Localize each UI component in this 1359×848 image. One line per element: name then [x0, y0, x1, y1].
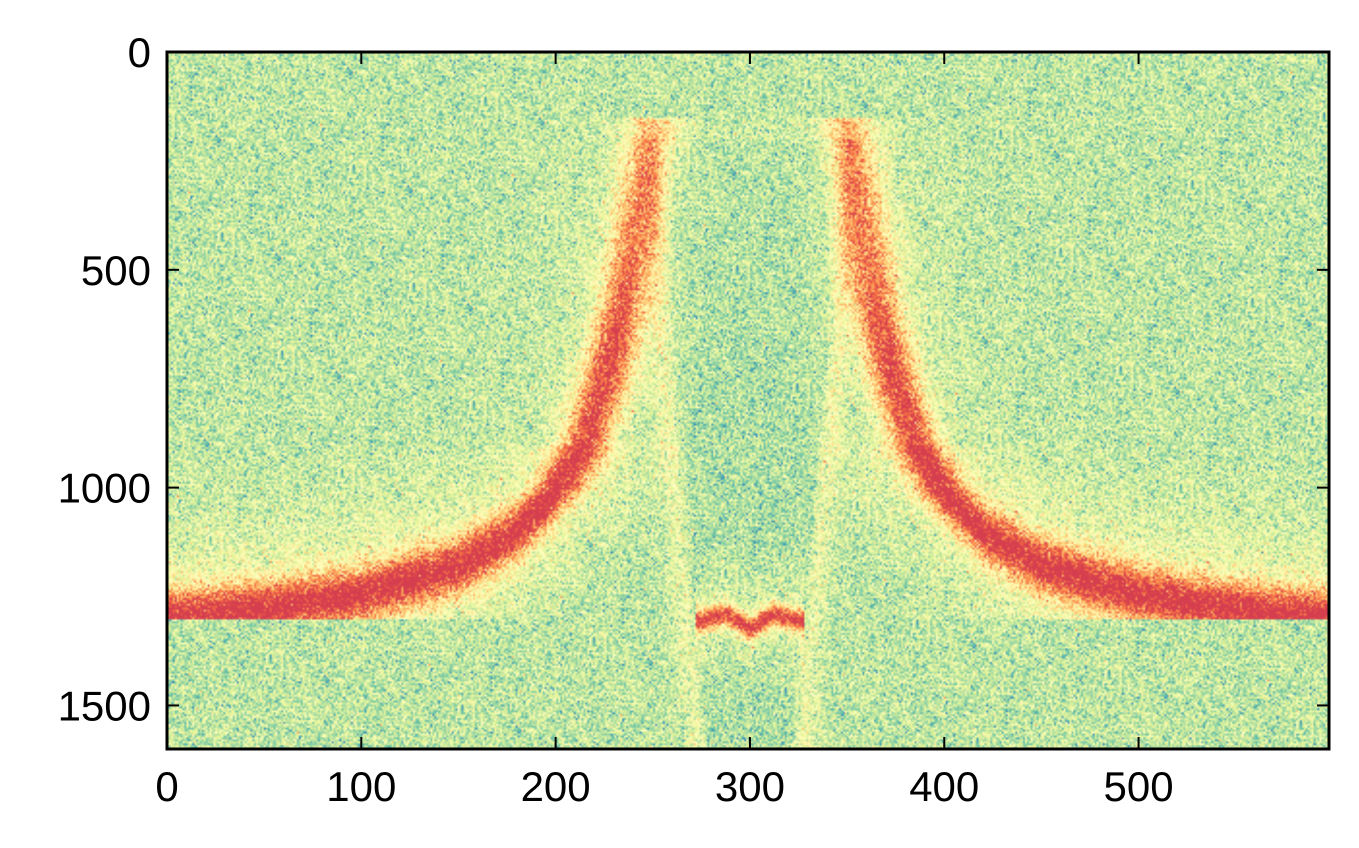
y-tick-label: 0	[128, 29, 151, 76]
heatmap-image	[167, 52, 1329, 749]
x-tick-label: 100	[326, 763, 396, 810]
heatmap-plot-area	[167, 52, 1329, 749]
x-tick-label: 500	[1104, 763, 1174, 810]
y-tick-label: 1500	[58, 682, 151, 729]
y-axis: 0 500 1000 1500	[58, 29, 1329, 729]
x-tick-label: 300	[715, 763, 785, 810]
y-tick-label: 1000	[58, 465, 151, 512]
x-axis: 0 100 200 300 400 500	[155, 52, 1174, 810]
x-tick-label: 400	[909, 763, 979, 810]
x-tick-label: 0	[155, 763, 178, 810]
y-tick-label: 500	[81, 247, 151, 294]
x-tick-label: 200	[521, 763, 591, 810]
axes-frame	[165, 50, 1331, 751]
